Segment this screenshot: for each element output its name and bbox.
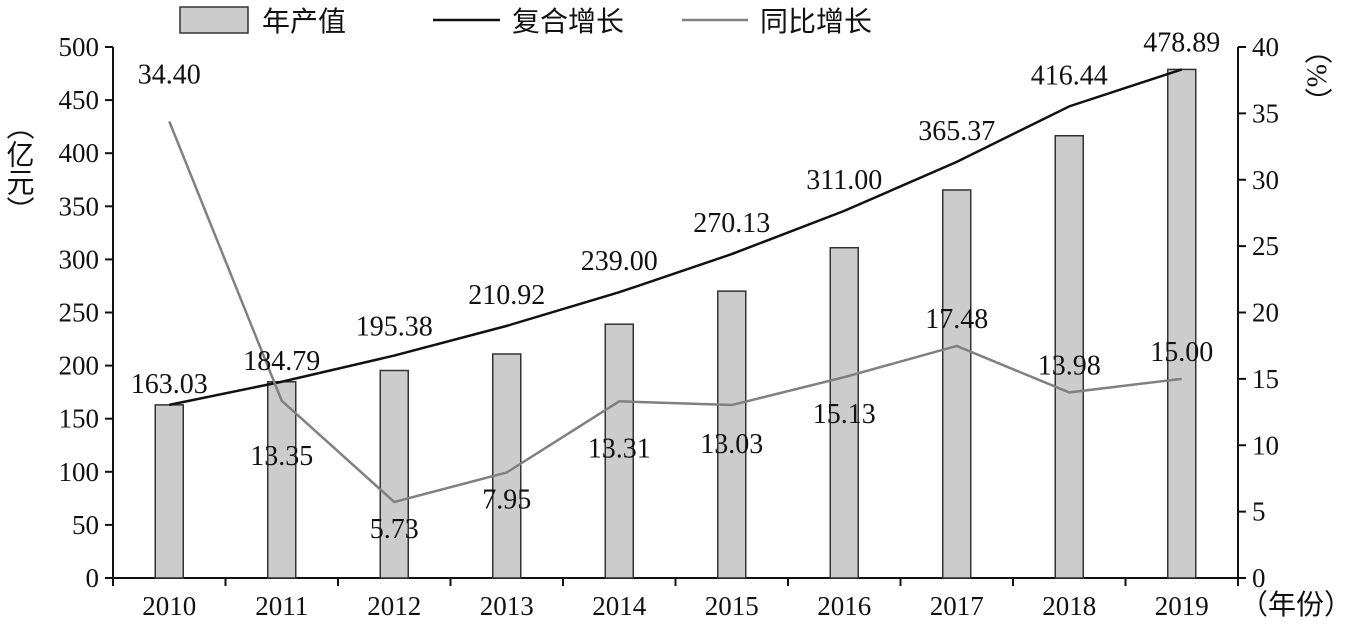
yoy-value-label: 13.98 — [1038, 350, 1101, 381]
right-tick-label: 25 — [1252, 231, 1279, 261]
bar-value-label: 184.79 — [243, 346, 320, 377]
x-tick-label: 2019 — [1155, 591, 1209, 621]
x-axis-ticks: 2010 2011 2012 2013 2014 2015 2016 2017 2018 2019 — [112, 578, 1239, 621]
x-tick-label: 2014 — [592, 591, 647, 621]
left-tick-label: 200 — [59, 351, 100, 381]
left-tick-label: 450 — [59, 85, 100, 115]
bar-value-label: 195.38 — [356, 312, 433, 343]
right-tick-label: 0 — [1252, 563, 1266, 593]
x-tick-label: 2012 — [367, 591, 421, 621]
yoy-value-label: 15.13 — [813, 399, 876, 430]
right-tick-label: 30 — [1252, 165, 1279, 195]
bar — [267, 381, 297, 579]
right-tick-label: 5 — [1252, 497, 1266, 527]
x-tick-label: 2017 — [930, 591, 984, 621]
left-tick-label: 50 — [72, 510, 99, 540]
bar — [604, 323, 634, 579]
left-axis-ticks: 0 50 100 150 200 250 300 350 400 450 500 — [59, 32, 113, 593]
yoy-value-label: 34.40 — [138, 59, 201, 90]
legend-label-compound: 复合增长 — [512, 6, 624, 38]
bar-value-label: 365.37 — [918, 116, 995, 147]
bar-value-label: 163.03 — [131, 369, 208, 400]
bar-value-label: 416.44 — [1031, 60, 1108, 91]
legend-label-yoy: 同比增长 — [760, 6, 872, 38]
x-axis-unit: （年份） — [1240, 589, 1350, 621]
right-tick-label: 40 — [1252, 32, 1279, 62]
bar — [1054, 134, 1084, 579]
x-tick-label: 2018 — [1042, 591, 1096, 621]
data-labels: 163.03 184.79 195.38 210.92 239.00 270.13 311.… — [131, 27, 1221, 545]
x-tick-label: 2015 — [705, 591, 759, 621]
bar-value-label: 478.89 — [1143, 27, 1220, 58]
bar-value-label: 239.00 — [581, 246, 658, 277]
bar-value-label: 210.92 — [468, 280, 545, 311]
legend-swatch-bar — [179, 6, 249, 34]
bar — [154, 404, 184, 579]
legend: 年产值 复合增长 同比增长 — [179, 6, 872, 38]
yoy-value-label: 13.35 — [250, 441, 313, 472]
x-tick-label: 2016 — [817, 591, 871, 621]
bar — [717, 290, 747, 579]
left-tick-label: 500 — [59, 32, 100, 62]
legend-label-bar: 年产值 — [262, 6, 346, 38]
left-tick-label: 150 — [59, 404, 100, 434]
right-tick-label: 35 — [1252, 98, 1279, 128]
yoy-value-label: 5.73 — [370, 514, 419, 545]
left-axis-unit: （亿元） — [3, 112, 35, 224]
right-tick-label: 10 — [1252, 430, 1279, 460]
lines — [168, 68, 1183, 504]
bar — [829, 246, 859, 579]
x-tick-label: 2010 — [142, 591, 196, 621]
left-tick-label: 100 — [59, 457, 100, 487]
right-tick-label: 15 — [1252, 364, 1279, 394]
left-tick-label: 300 — [59, 244, 100, 274]
left-tick-label: 250 — [59, 298, 100, 328]
bar-value-label: 311.00 — [806, 165, 882, 196]
left-tick-label: 350 — [59, 191, 100, 221]
right-tick-label: 20 — [1252, 298, 1279, 328]
compound-growth-line — [168, 68, 1183, 407]
left-tick-label: 400 — [59, 138, 100, 168]
yoy-growth-line — [168, 120, 1182, 504]
x-tick-label: 2011 — [255, 591, 308, 621]
yoy-value-label: 7.95 — [482, 484, 531, 515]
right-axis-ticks: 0 5 10 15 20 25 30 35 40 — [1238, 32, 1279, 593]
yoy-value-label: 13.31 — [588, 433, 651, 464]
bars — [154, 68, 1197, 579]
yoy-value-label: 15.00 — [1150, 337, 1213, 368]
bar-value-label: 270.13 — [693, 208, 770, 239]
left-tick-label: 0 — [86, 563, 100, 593]
yoy-value-label: 17.48 — [925, 304, 988, 335]
bar — [942, 189, 972, 579]
bar — [1167, 68, 1197, 579]
right-axis-unit: （%） — [1301, 36, 1333, 115]
bar — [379, 369, 409, 579]
yoy-value-label: 13.03 — [700, 429, 763, 460]
x-tick-label: 2013 — [480, 591, 534, 621]
